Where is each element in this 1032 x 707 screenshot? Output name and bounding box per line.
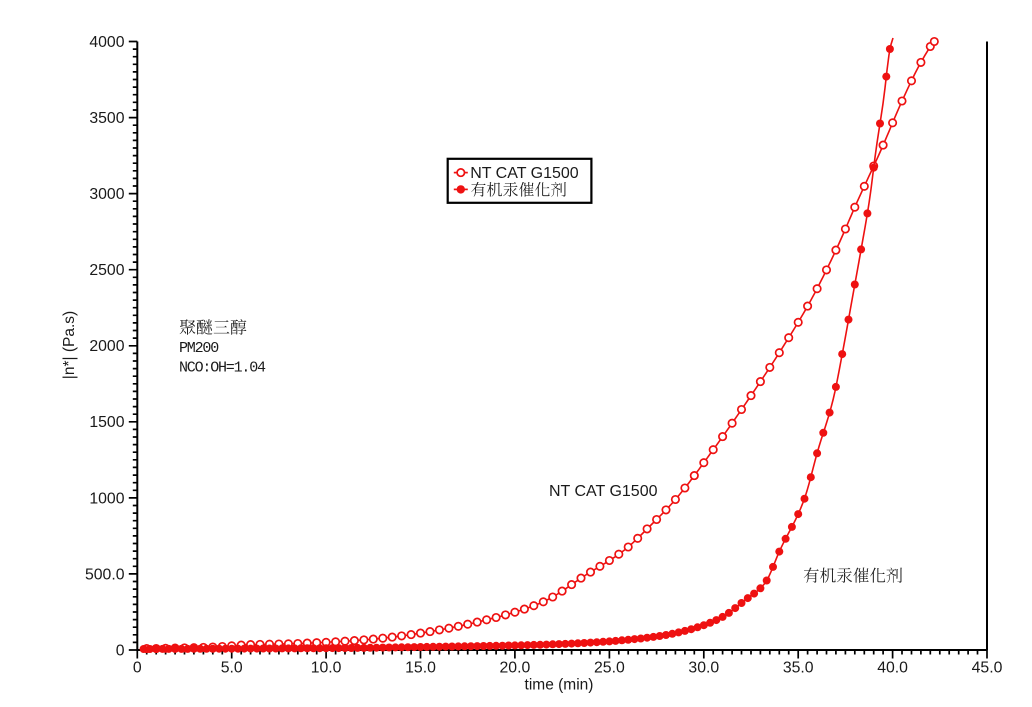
svg-text:45.0: 45.0 bbox=[972, 660, 1003, 677]
svg-text:1500: 1500 bbox=[89, 414, 124, 431]
svg-text:NT CAT G1500: NT CAT G1500 bbox=[549, 483, 658, 500]
svg-text:15.0: 15.0 bbox=[405, 660, 436, 677]
svg-text:1000: 1000 bbox=[89, 490, 124, 507]
svg-text:25.0: 25.0 bbox=[594, 660, 625, 677]
svg-text:0: 0 bbox=[116, 642, 125, 659]
svg-text:NT CAT G1500: NT CAT G1500 bbox=[470, 165, 579, 182]
svg-text:PM200: PM200 bbox=[179, 340, 219, 357]
svg-text:2500: 2500 bbox=[89, 262, 124, 279]
svg-text:30.0: 30.0 bbox=[688, 660, 719, 677]
svg-text:|n*| (Pa.s): |n*| (Pa.s) bbox=[61, 311, 78, 379]
svg-text:40.0: 40.0 bbox=[877, 660, 908, 677]
svg-text:3500: 3500 bbox=[89, 110, 124, 127]
svg-text:time (min): time (min) bbox=[525, 677, 594, 694]
svg-text:2000: 2000 bbox=[89, 338, 124, 355]
svg-text:NCO:OH=1.04: NCO:OH=1.04 bbox=[179, 359, 266, 376]
svg-text:5.0: 5.0 bbox=[221, 660, 243, 677]
svg-text:500.0: 500.0 bbox=[85, 566, 125, 583]
svg-text:20.0: 20.0 bbox=[500, 660, 531, 677]
svg-text:10.0: 10.0 bbox=[311, 660, 342, 677]
svg-text:35.0: 35.0 bbox=[783, 660, 814, 677]
svg-text:0: 0 bbox=[133, 660, 142, 677]
svg-text:4000: 4000 bbox=[89, 34, 124, 51]
svg-text:3000: 3000 bbox=[89, 186, 124, 203]
